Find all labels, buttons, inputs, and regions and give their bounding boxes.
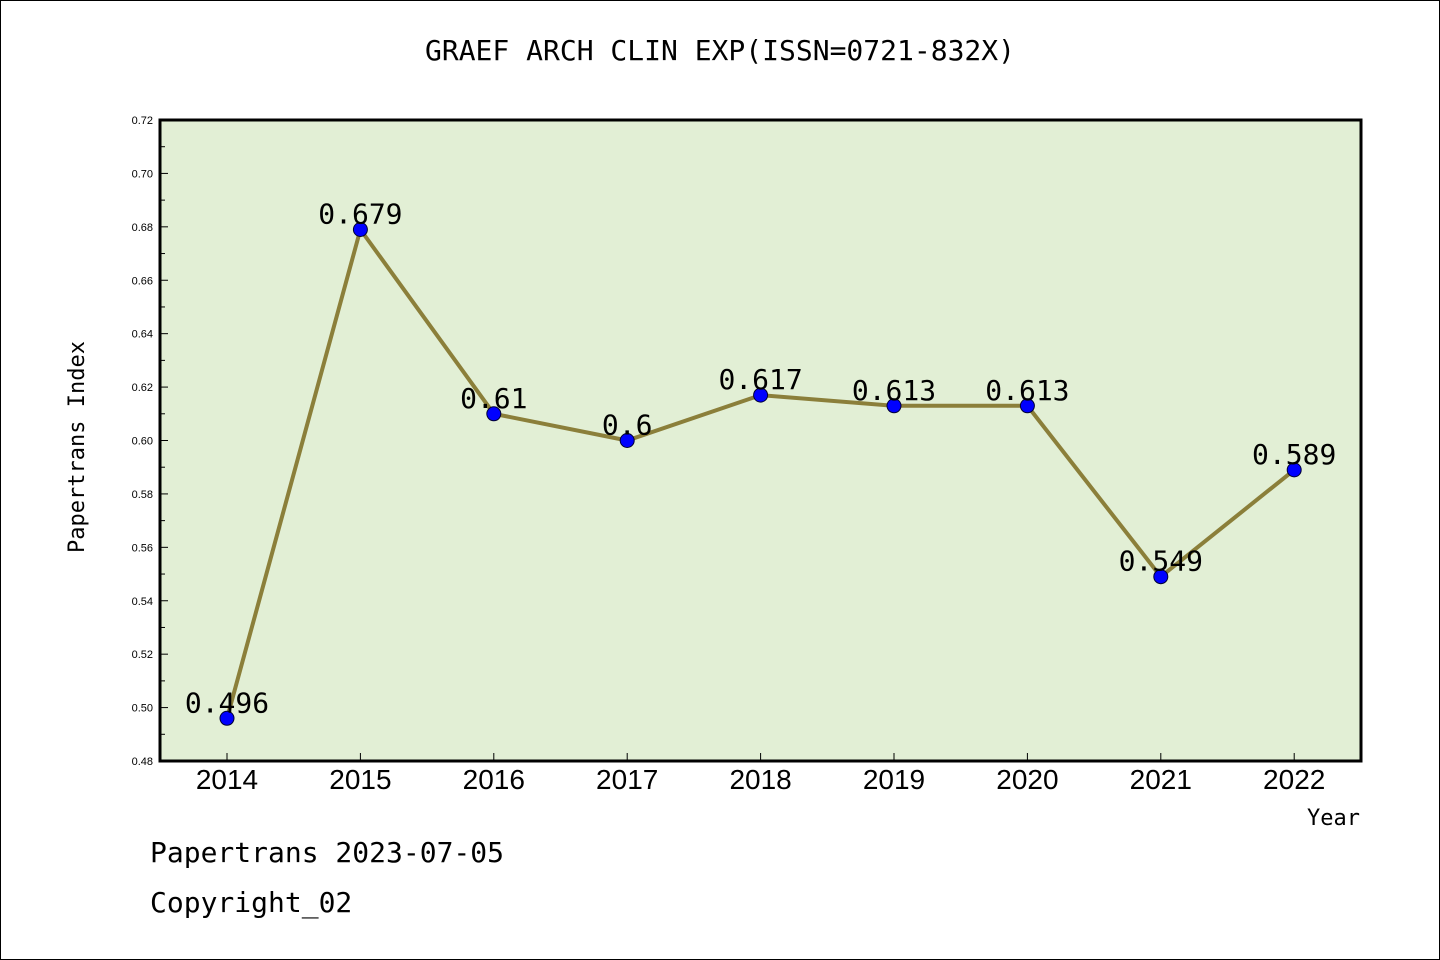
y-tick-label: 0.70 [132,168,153,180]
series-markers [219,222,1302,726]
data-labels: 0.496 0.679 0.61 0.6 0.617 0.613 0.613 0.549 0.5… [185,198,1336,720]
y-tick-label: 0.54 [132,596,153,608]
x-tick-label: 2017 [596,764,658,795]
footer-date: Papertrans 2023-07-05 [150,836,505,869]
x-tick-label: 2021 [1130,764,1192,795]
data-point [886,398,902,414]
y-tick-label: 0.48 [132,756,153,768]
x-axis: 2014 2015 2016 2017 2018 2019 2020 2021 2022 [196,753,1325,795]
data-label: 0.617 [718,363,802,396]
x-tick-label: 2020 [996,764,1058,795]
plot-border [158,118,1363,763]
x-tick-label: 2015 [329,764,391,795]
data-point [1286,462,1302,478]
x-tick-label: 2016 [463,764,525,795]
data-label: 0.613 [985,374,1069,407]
data-label: 0.549 [1119,545,1203,578]
chart-title: GRAEF ARCH CLIN EXP(ISSN=0721-832X) [424,34,1015,67]
data-label: 0.589 [1252,438,1336,471]
data-point [619,433,635,448]
data-label: 0.496 [185,686,269,719]
y-tick-label: 0.64 [132,329,153,341]
x-tick-label: 2014 [196,764,258,795]
data-point [1153,569,1169,585]
data-point [753,387,769,403]
footer-copyright: Copyright_02 [150,886,353,919]
data-label: 0.679 [318,198,402,231]
y-axis: 0.48 0.50 0.52 0.54 0.56 0.58 0.60 0.62 0.64 0.66… [132,115,168,768]
y-tick-label: 0.58 [132,489,153,501]
data-point [219,710,235,726]
y-tick-label: 0.66 [132,275,153,287]
data-point [352,222,368,238]
x-axis-label: Year [1307,806,1360,831]
y-tick-label: 0.50 [132,703,153,715]
x-tick-label: 2019 [863,764,925,795]
data-label: 0.61 [460,382,527,415]
y-axis-label: Papertrans Index [65,341,90,553]
data-point [1019,398,1035,414]
data-point [486,406,502,422]
y-tick-label: 0.68 [132,222,153,234]
y-tick-label: 0.72 [132,115,153,127]
data-label: 0.6 [602,409,653,442]
y-tick-label: 0.62 [132,382,153,394]
x-tick-label: 2018 [729,764,791,795]
data-label: 0.613 [852,374,936,407]
y-tick-label: 0.60 [132,436,153,448]
y-tick-label: 0.52 [132,649,153,661]
y-tick-label: 0.56 [132,542,153,554]
x-tick-label: 2022 [1263,764,1325,795]
